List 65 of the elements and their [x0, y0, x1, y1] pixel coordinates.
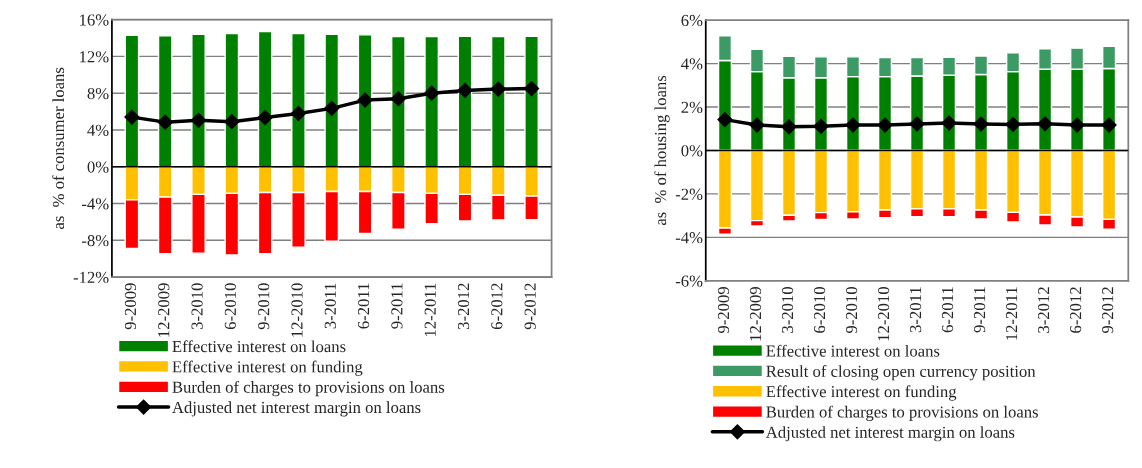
- legend-label: Burden of charges to provisions on loans: [172, 380, 445, 397]
- x-tick-label: 9-2009: [124, 283, 137, 330]
- point: [190, 112, 207, 128]
- x-tick-label: 3-2012: [1037, 287, 1050, 333]
- legend-label: Adjusted net interest margin on loans: [765, 426, 1015, 442]
- x-tick-label: 3-2011: [324, 283, 336, 329]
- y-tick-label: 0%: [87, 161, 109, 173]
- point: [224, 114, 240, 130]
- x-tick-label: 6-2010: [813, 286, 826, 333]
- x-tick-label: 9-2010: [845, 286, 858, 334]
- legend-label: Effective interest on funding: [172, 360, 363, 376]
- y-tick-label: -2%: [675, 188, 703, 200]
- legend-label: Effective interest on loans: [766, 344, 940, 357]
- y-tick-label: -6%: [675, 275, 703, 287]
- y-tick-label: 2%: [681, 101, 703, 114]
- point: [424, 85, 440, 101]
- legend-label: Burden of charges to provisions on loans: [766, 405, 1038, 422]
- y-axis-title: as % of consumer loans: [52, 67, 65, 229]
- legend-label: Adjusted net interest margin on loans: [172, 401, 421, 417]
- point: [524, 81, 540, 97]
- x-tick-label: 3-2010: [781, 286, 794, 333]
- x-tick-label: 6-2010: [224, 283, 236, 330]
- x-tick-label: 6-2011: [357, 283, 370, 329]
- y-tick-label: 8%: [87, 87, 109, 100]
- y-tick-label: 0%: [681, 145, 703, 157]
- legend-label: Effective interest on funding: [766, 385, 957, 401]
- y-tick-label: 16%: [80, 14, 109, 26]
- y-tick-label: -8%: [81, 234, 109, 247]
- y-tick-label: -4%: [675, 232, 703, 244]
- point: [290, 105, 307, 121]
- x-tick-label: 12-2009: [749, 287, 762, 341]
- x-tick-label: 12-2010: [291, 283, 303, 337]
- x-tick-label: 6-2011: [941, 287, 954, 333]
- x-tick-label: 3-2011: [909, 287, 922, 333]
- x-tick-label: 9-2010: [258, 283, 270, 330]
- x-tick-label: 12-2011: [1005, 287, 1018, 340]
- point: [324, 100, 340, 116]
- y-tick-label: 6%: [681, 14, 703, 27]
- point: [257, 109, 273, 126]
- point: [457, 82, 473, 99]
- y-axis-title: as % of housing loans: [654, 75, 670, 226]
- y-tick-label: -12%: [73, 271, 109, 284]
- x-tick-label: 9-2011: [973, 287, 986, 333]
- point: [124, 109, 140, 125]
- x-tick-label: 3-2010: [191, 283, 203, 330]
- x-tick-label: 9-2011: [391, 283, 403, 329]
- x-tick-label: 12-2009: [158, 283, 170, 337]
- point: [357, 92, 373, 108]
- x-tick-label: 6-2012: [491, 283, 503, 330]
- point: [157, 114, 173, 130]
- point: [490, 81, 506, 97]
- y-tick-label: 4%: [681, 58, 703, 70]
- x-tick-label: 9-2009: [717, 287, 730, 334]
- y-tick-label: 12%: [80, 51, 109, 63]
- x-tick-label: 9-2012: [524, 283, 536, 330]
- y-tick-label: 4%: [87, 124, 109, 136]
- x-tick-label: 3-2012: [457, 283, 470, 330]
- legend-label: Effective interest on loans: [172, 340, 346, 353]
- x-tick-label: 12-2010: [877, 286, 890, 341]
- x-tick-label: 6-2012: [1070, 287, 1082, 333]
- x-tick-label: 9-2012: [1102, 287, 1114, 334]
- x-tick-label: 12-2011: [424, 283, 436, 337]
- legend-label: Result of closing open currency position: [766, 365, 1036, 381]
- point: [390, 91, 406, 107]
- y-tick-label: -4%: [81, 198, 109, 210]
